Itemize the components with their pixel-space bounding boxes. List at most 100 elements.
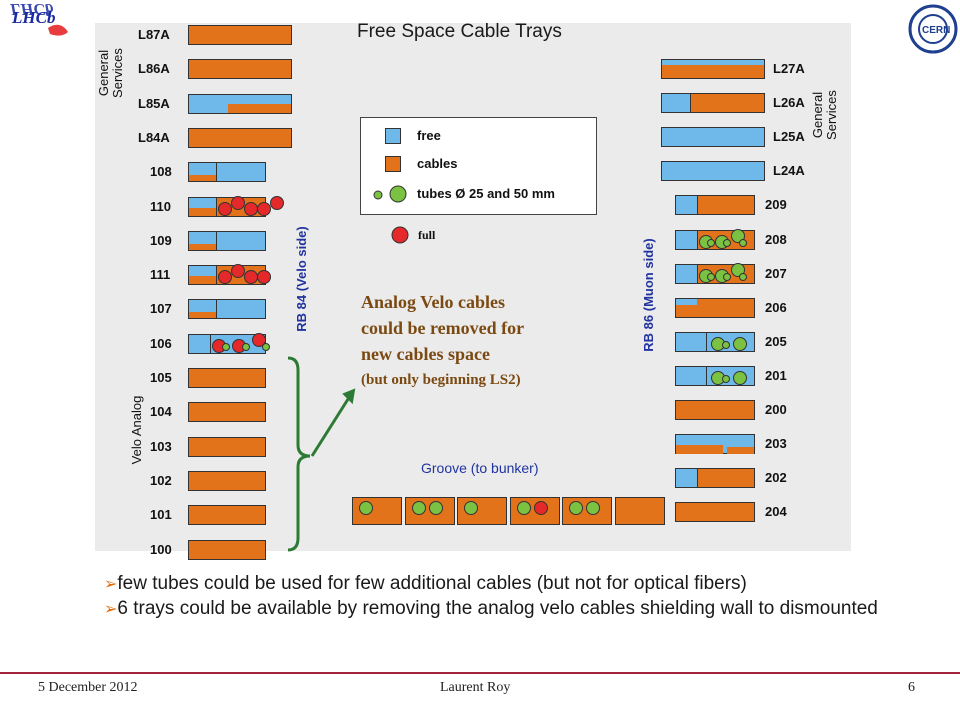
cable-tray [188, 25, 292, 45]
red-tube-icon [269, 195, 284, 210]
tray-segment [189, 175, 217, 182]
green-tube-icon [733, 336, 748, 351]
cable-tray [661, 127, 765, 148]
tray-label: L86A [138, 61, 170, 77]
green-tube-icon [428, 501, 443, 515]
red-tube-icon [533, 501, 548, 515]
tray-label: 206 [765, 299, 787, 315]
red-tube-icon [230, 264, 245, 279]
cable-tray [675, 365, 755, 386]
footer-author: Laurent Roy [440, 680, 511, 695]
svg-text:LHCb: LHCb [9, 4, 53, 19]
cable-tray [188, 127, 292, 148]
left-general-services-label: General Services [96, 48, 125, 98]
tray-divider [705, 332, 707, 351]
bullet-item-1: ➢few tubes could be used for few additio… [104, 573, 747, 594]
tray-divider [697, 230, 699, 249]
tray-segment [189, 243, 217, 250]
cable-tray [188, 299, 266, 320]
groove-tray [562, 497, 612, 525]
tray-label: L87A [138, 27, 170, 42]
cable-tray [675, 400, 755, 420]
full-label: full [418, 228, 436, 242]
rb84-label: RB 84 (Velo side) [294, 226, 309, 332]
tray-segment [676, 264, 698, 283]
green-tube-icon [411, 501, 426, 515]
tray-label: L84A [138, 129, 170, 145]
lhcb-logo-text-top: LHCb [11, 8, 55, 27]
lhcb-logo: LHCb LHCb [4, 4, 74, 50]
note-line-1: Analog Velo cables [361, 292, 506, 312]
legend-cables-swatch [385, 156, 401, 172]
green-tube-icon [722, 272, 731, 281]
tray-segment [662, 94, 690, 113]
tray-label: L25A [773, 129, 805, 145]
groove-tray [352, 497, 402, 525]
note-line-2: could be removed for [361, 318, 525, 338]
tray-divider [216, 300, 218, 319]
cable-tray [675, 331, 755, 352]
cable-tray [188, 436, 266, 457]
cable-tray [675, 468, 755, 489]
green-tube-icon [261, 342, 270, 351]
full-red-tube-icon [391, 226, 409, 244]
legend-free-text: free [417, 128, 441, 143]
tray-label: 202 [765, 470, 787, 486]
tray-segment [227, 103, 291, 113]
tray-segment [676, 469, 698, 488]
cable-tray [188, 59, 292, 80]
bullet-item-2: ➢6 trays could be available by removing … [104, 598, 878, 619]
cable-tray [188, 195, 284, 217]
legend-tubes-icon [373, 185, 407, 203]
tray-label: 205 [765, 333, 787, 349]
green-tube-icon [241, 342, 250, 351]
red-tube-icon [217, 270, 232, 285]
bullet-arrow-icon: ➢ [104, 601, 118, 618]
tray-label: 105 [150, 370, 172, 385]
bullet-arrow-icon: ➢ [104, 576, 118, 593]
green-tube-icon [738, 272, 747, 281]
green-tube-icon [722, 374, 731, 383]
cable-tray [675, 195, 755, 216]
legend-cables-text: cables [417, 156, 458, 171]
groove-tray [457, 497, 507, 525]
tray-divider [210, 334, 212, 353]
green-tube-icon [221, 342, 230, 351]
cable-tray [188, 332, 270, 354]
cable-tray [661, 161, 765, 182]
tray-label: L26A [773, 95, 805, 111]
tray-divider [697, 264, 699, 283]
tray-divider [216, 163, 218, 182]
tray-label: 209 [765, 197, 787, 213]
legend-tubes-text: tubes Ø 25 and 50 mm [417, 186, 555, 201]
green-tube-icon [706, 238, 715, 247]
tray-label: L85A [138, 95, 170, 111]
cable-tray [188, 402, 266, 423]
green-tube-icon [569, 501, 583, 515]
tray-segment [676, 445, 723, 455]
tray-divider [216, 197, 218, 216]
cable-tray [188, 505, 266, 526]
green-tube-icon [722, 238, 731, 247]
cern-logo: CERN [908, 4, 958, 54]
tray-label: 102 [150, 472, 172, 488]
cable-tray [188, 368, 266, 388]
tray-segment [676, 298, 698, 305]
tray-label: 109 [150, 232, 172, 248]
groove-tray [404, 497, 455, 525]
right-general-services-label: General Services [810, 90, 839, 140]
groove-tray [509, 497, 560, 525]
green-tube-icon [464, 501, 478, 515]
cable-tray [188, 264, 271, 286]
footer-divider [0, 672, 960, 674]
tray-label: 100 [150, 541, 172, 557]
groove-label: Groove (to bunker) [421, 460, 539, 476]
legend-box: free cables tubes Ø 25 and 50 mm [360, 117, 597, 215]
green-tube-icon [733, 370, 748, 385]
tray-segment [662, 65, 764, 78]
red-tube-icon [243, 270, 258, 285]
tray-segment [189, 266, 217, 277]
footer-date: 5 December 2012 [38, 680, 138, 695]
tray-label: 104 [150, 404, 172, 420]
